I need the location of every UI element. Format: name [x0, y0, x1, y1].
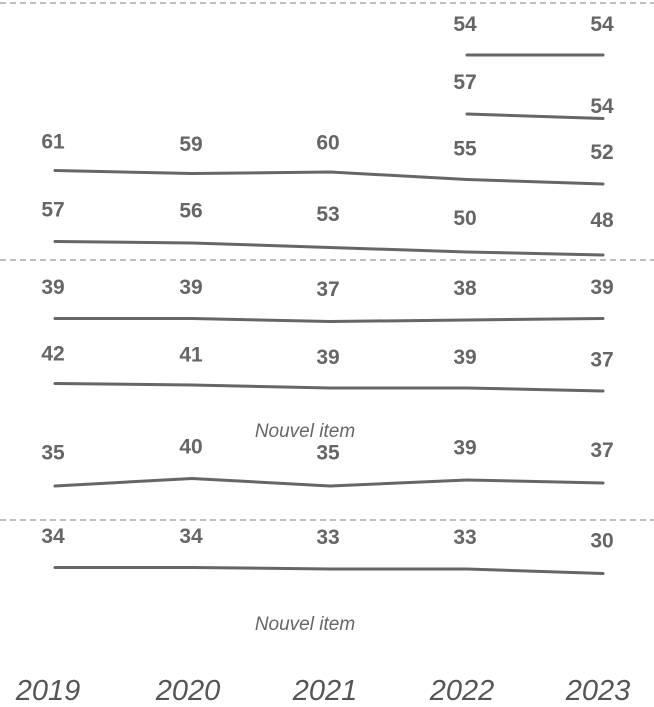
data-label: 37 [316, 278, 339, 301]
data-label: 60 [316, 132, 339, 155]
series-line [53, 317, 605, 323]
x-tick-label: 2022 [429, 675, 495, 707]
data-label: 35 [316, 441, 340, 464]
series-line [465, 112, 605, 120]
data-label: 34 [41, 525, 65, 548]
data-label: 61 [41, 130, 65, 153]
series-line [53, 382, 605, 393]
data-label: 48 [590, 209, 614, 232]
data-label: 34 [179, 525, 203, 548]
series-line [53, 169, 605, 186]
data-label: 55 [453, 138, 477, 161]
data-label: 57 [453, 71, 476, 94]
annotation-1: Nouvel item [255, 421, 355, 442]
x-tick-label: 2019 [15, 675, 81, 707]
data-label: 38 [453, 277, 477, 300]
data-label: 54 [590, 13, 614, 36]
data-label: 39 [453, 437, 476, 460]
data-label: 42 [41, 342, 64, 365]
data-label: 52 [590, 141, 613, 164]
annotation-2: Nouvel item [255, 614, 355, 635]
data-label: 33 [453, 526, 476, 549]
data-label: 39 [179, 276, 202, 299]
data-label: 40 [179, 435, 202, 458]
data-label: 57 [41, 198, 64, 221]
data-label: 50 [453, 207, 476, 230]
series-line [53, 566, 605, 575]
series-line [53, 477, 605, 488]
data-label: 56 [179, 200, 202, 223]
data-label: 35 [41, 441, 65, 464]
data-label: 54 [590, 95, 614, 118]
x-tick-label: 2020 [155, 675, 221, 707]
x-tick-label: 2021 [292, 675, 358, 707]
data-label: 37 [590, 439, 613, 462]
data-label: 37 [590, 348, 613, 371]
data-label: 39 [41, 276, 64, 299]
data-label: 30 [590, 530, 613, 553]
data-label: 39 [316, 346, 339, 369]
x-tick-label: 2023 [565, 675, 631, 707]
data-label: 41 [179, 344, 203, 367]
data-label: 53 [316, 203, 339, 226]
data-label: 59 [179, 133, 202, 156]
data-label: 33 [316, 526, 339, 549]
data-label: 54 [453, 13, 477, 36]
series-line [53, 240, 605, 257]
data-label: 39 [453, 346, 476, 369]
data-label: 39 [590, 276, 613, 299]
series-layer: 54 54 57 54 61 59 60 55 52 57 56 53 50 48 39 39 37 38 39 42… [41, 13, 614, 575]
